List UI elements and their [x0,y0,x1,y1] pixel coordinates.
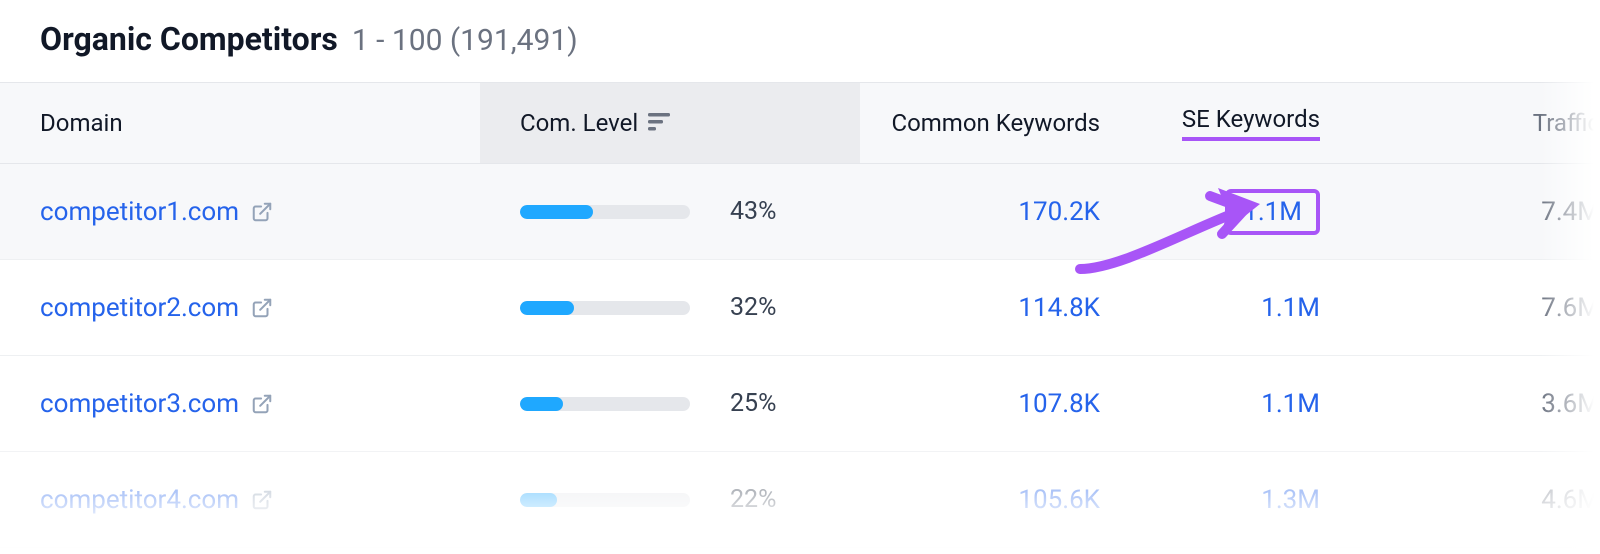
external-link-icon[interactable] [251,297,273,319]
table-row[interactable]: competitor1.com 43% 170.2K 1.1M 7.4M [0,164,1600,260]
domain-cell: competitor1.com [0,197,480,227]
table-header-row: Domain Com. Level Common Keywords SE Key… [0,82,1600,164]
domain-link[interactable]: competitor1.com [40,197,239,227]
traffic-cell[interactable]: 7.6M [1340,293,1600,323]
column-header-com-level-label: Com. Level [520,109,638,137]
se-keywords-cell[interactable]: 1.1M [1120,189,1340,235]
traffic-cell[interactable]: 7.4M [1340,197,1600,227]
com-level-bar-track [520,301,690,315]
common-keywords-cell[interactable]: 107.8K [860,389,1120,419]
sort-descending-icon [648,109,670,137]
external-link-icon[interactable] [251,201,273,223]
panel-title: Organic Competitors [40,20,338,58]
com-level-bar-fill [520,301,574,315]
common-keywords-cell[interactable]: 105.6K [860,485,1120,515]
domain-link[interactable]: competitor4.com [40,485,239,515]
com-level-bar-track [520,205,690,219]
column-header-common-keywords[interactable]: Common Keywords [860,109,1120,137]
column-header-com-level[interactable]: Com. Level [480,83,860,163]
external-link-icon[interactable] [251,489,273,511]
se-keywords-cell[interactable]: 1.3M [1120,485,1340,515]
com-level-cell: 43% [480,197,860,226]
table-row[interactable]: competitor3.com 25% 107.8K1.1M3.6M [0,356,1600,452]
com-level-bar-fill [520,397,563,411]
domain-cell: competitor3.com [0,389,480,419]
external-link-icon[interactable] [251,393,273,415]
com-level-bar-fill [520,205,593,219]
com-level-percent: 43% [730,197,776,226]
se-keywords-highlight-box: 1.1M [1225,189,1320,235]
com-level-cell: 25% [480,389,860,418]
panel-header: Organic Competitors 1 - 100 (191,491) [0,0,1600,82]
se-keywords-header-label: SE Keywords [1182,105,1320,141]
traffic-cell[interactable]: 4.6M [1340,485,1600,515]
com-level-cell: 32% [480,293,860,322]
column-header-traffic[interactable]: Traffic [1340,109,1600,137]
com-level-bar-track [520,493,690,507]
domain-cell: competitor2.com [0,293,480,323]
domain-link[interactable]: competitor2.com [40,293,239,323]
traffic-cell[interactable]: 3.6M [1340,389,1600,419]
com-level-bar-fill [520,493,557,507]
table-row[interactable]: competitor2.com 32% 114.8K1.1M7.6M [0,260,1600,356]
se-keywords-cell[interactable]: 1.1M [1120,389,1340,419]
com-level-bar-track [520,397,690,411]
com-level-percent: 22% [730,485,776,514]
table-body: competitor1.com43%170.2K1.1M7.4Mcompetit… [0,164,1600,548]
common-keywords-cell[interactable]: 114.8K [860,293,1120,323]
com-level-cell: 22% [480,485,860,514]
com-level-percent: 25% [730,389,776,418]
column-header-domain[interactable]: Domain [0,109,480,137]
column-header-se-keywords[interactable]: SE Keywords [1120,105,1340,141]
organic-competitors-panel: Organic Competitors 1 - 100 (191,491) Do… [0,0,1600,548]
table-row[interactable]: competitor4.com 22% 105.6K1.3M4.6M [0,452,1600,548]
com-level-percent: 32% [730,293,776,322]
domain-link[interactable]: competitor3.com [40,389,239,419]
common-keywords-cell[interactable]: 170.2K [860,197,1120,227]
se-keywords-cell[interactable]: 1.1M [1120,293,1340,323]
domain-cell: competitor4.com [0,485,480,515]
panel-range: 1 - 100 (191,491) [352,23,578,58]
